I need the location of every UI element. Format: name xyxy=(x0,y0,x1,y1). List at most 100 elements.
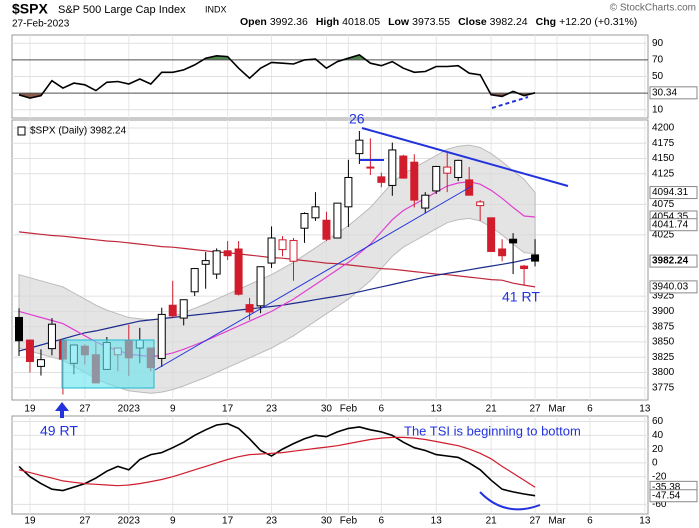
x-tick-label: 6 xyxy=(587,516,593,527)
y-tick-label: 4175 xyxy=(652,138,675,149)
candle-body xyxy=(322,219,331,240)
arrow xyxy=(55,402,69,418)
candle-body xyxy=(476,201,485,207)
x-tick-label: 23 xyxy=(266,404,278,415)
legend: $SPX (Daily) 3982.24 xyxy=(30,126,127,137)
y-tick-label: 40 xyxy=(652,430,664,441)
quote-label: Chg xyxy=(536,16,556,28)
x-tick-label: Mar xyxy=(548,404,566,415)
quote-value: 3973.55 xyxy=(412,16,450,28)
x-tick-label: 27 xyxy=(529,404,541,415)
candle-body xyxy=(454,159,463,178)
price-label-box xyxy=(649,280,698,294)
candle-body xyxy=(377,176,386,183)
y-tick-label: 50 xyxy=(652,71,664,82)
candle-body xyxy=(333,202,342,239)
date: 27-Feb-2023 xyxy=(12,19,70,30)
x-tick-label: Feb xyxy=(340,404,358,415)
x-tick-label: 6 xyxy=(379,516,385,527)
candle-body xyxy=(179,299,188,319)
y-tick-label: 3800 xyxy=(652,367,675,378)
candle-body xyxy=(223,250,232,257)
y-tick-label: 4125 xyxy=(652,168,675,179)
candle-body xyxy=(168,304,177,317)
annotations: 26 41 RT 49 RT The TSI is beginning to b… xyxy=(40,96,581,511)
price-label: 30.34 xyxy=(652,87,677,98)
candle-body xyxy=(498,248,507,257)
quote: Open 3992.36 High 4018.05 Low 3973.55 Close 398… xyxy=(240,16,637,28)
highlight-box xyxy=(61,339,155,389)
candle-body xyxy=(509,238,518,244)
x-tick-label: 30 xyxy=(321,404,333,415)
candle-body xyxy=(245,304,254,313)
price-label: 4041.74 xyxy=(652,219,689,230)
price-label: 4054.35 xyxy=(652,212,689,223)
candle-body xyxy=(300,213,309,229)
candle-body xyxy=(25,339,34,362)
price-label: -47.54 xyxy=(652,490,681,501)
annotation: 49 RT xyxy=(40,423,78,439)
y-tick-label: 3900 xyxy=(652,306,675,317)
candle-body xyxy=(432,165,441,192)
trend-line xyxy=(154,185,473,371)
annotation: 26 xyxy=(349,111,365,127)
annotation: The TSI is beginning to bottom xyxy=(404,423,581,438)
candle-body xyxy=(355,139,364,155)
series-line xyxy=(18,54,536,99)
candle-body xyxy=(289,239,298,262)
y-tick-label: 10 xyxy=(652,104,664,115)
price-label-box xyxy=(649,254,698,268)
candle-body xyxy=(278,239,287,251)
price-label-box xyxy=(649,218,698,232)
moving-average xyxy=(18,257,536,352)
price-label: -35.38 xyxy=(652,482,681,493)
x-tick-label: 17 xyxy=(222,516,234,527)
price-label: 3940.03 xyxy=(652,282,689,293)
x-tick-label: 13 xyxy=(431,516,443,527)
candle-body xyxy=(311,206,320,219)
candle-body xyxy=(190,268,199,293)
price-label-box xyxy=(649,86,698,100)
curve xyxy=(479,491,541,511)
x-tick-label: 21 xyxy=(486,516,498,527)
y-tick-label: 3850 xyxy=(652,337,675,348)
x-tick-label: 23 xyxy=(266,516,278,527)
y-tick-label: 3825 xyxy=(652,352,675,363)
y-tick-label: 3775 xyxy=(652,382,675,393)
candle-body xyxy=(443,166,452,174)
y-tick-label: 90 xyxy=(652,38,664,49)
candle-body xyxy=(421,194,430,209)
candle-body xyxy=(531,254,540,262)
credit: © StockCharts.com xyxy=(610,3,696,14)
price-label: 3982.24 xyxy=(652,256,689,267)
x-tick-label: 27 xyxy=(529,516,541,527)
exchange: INDX xyxy=(205,4,227,14)
y-tick-label: -60 xyxy=(652,499,667,510)
x-tick-label: 13 xyxy=(639,404,651,415)
x-tick-label: Feb xyxy=(340,516,358,527)
plot-layer: 907050301030.344200417541504125407540253… xyxy=(12,35,698,527)
quote-value: +12.20 (+0.31%) xyxy=(559,16,637,28)
x-tick-label: 27 xyxy=(79,516,91,527)
y-tick-label: 4150 xyxy=(652,153,675,164)
price-label: 4094.31 xyxy=(652,187,689,198)
legend-icon xyxy=(17,126,26,136)
candle-body xyxy=(15,316,23,342)
index-name: S&P 500 Large Cap Index xyxy=(58,4,186,16)
y-tick-label: 20 xyxy=(652,444,664,455)
y-tick-label: 0 xyxy=(652,458,658,469)
quote-value: 3982.24 xyxy=(490,16,528,28)
symbol: $SPX xyxy=(12,1,48,17)
moving-average xyxy=(18,231,536,288)
candle-body xyxy=(256,266,265,307)
x-tick-label: 2023 xyxy=(118,516,141,527)
x-tick-label: 17 xyxy=(222,404,234,415)
y-tick-label: 70 xyxy=(652,55,664,66)
candle-body xyxy=(487,217,496,252)
candle-body xyxy=(157,313,166,359)
candle-body xyxy=(388,149,397,186)
candle-body xyxy=(366,166,375,169)
candle-body xyxy=(36,359,45,367)
y-tick-label: 4025 xyxy=(652,230,675,241)
